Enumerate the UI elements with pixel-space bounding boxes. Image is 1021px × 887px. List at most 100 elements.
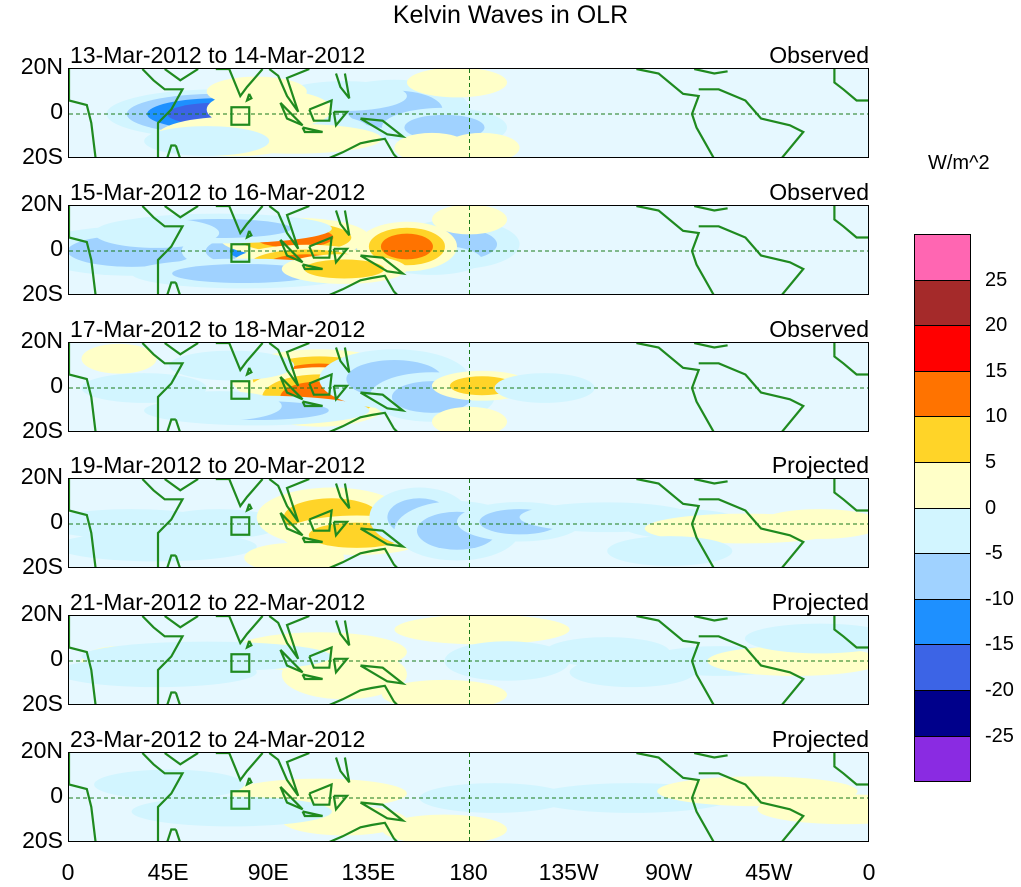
coastline <box>332 657 350 675</box>
coastline <box>245 777 253 787</box>
olr-contour <box>394 616 570 645</box>
olr-contour <box>156 391 282 421</box>
coastline <box>245 230 253 240</box>
y-tick-label: 0 <box>50 372 63 398</box>
coastline <box>69 616 97 704</box>
coastline <box>359 664 407 686</box>
olr-contour <box>244 542 345 567</box>
olr-contour <box>81 343 157 374</box>
colorbar-units: W/m^2 <box>928 152 990 174</box>
panel-date-range: 17-Mar-2012 to 18-Mar-2012 <box>70 316 366 342</box>
colorbar-swatch <box>914 279 971 327</box>
coastline <box>328 821 398 841</box>
olr-map <box>69 343 868 431</box>
coastline <box>69 343 97 431</box>
coastline <box>279 239 304 264</box>
coastline <box>332 384 350 402</box>
coastline <box>328 684 398 704</box>
coastline <box>141 479 185 567</box>
coastline <box>308 645 333 669</box>
olr-contour <box>494 373 595 403</box>
coastline <box>698 362 806 431</box>
coastline <box>164 206 199 219</box>
coastline <box>164 69 199 82</box>
coastline <box>164 343 199 356</box>
colorbar-swatch <box>914 507 971 555</box>
olr-map-panel <box>68 342 869 432</box>
coastline <box>245 640 253 650</box>
olr-contour <box>406 69 508 98</box>
olr-map-panel <box>68 615 869 705</box>
coastline <box>268 753 310 797</box>
y-tick-label: 20N <box>20 53 63 79</box>
olr-contour <box>444 641 570 681</box>
colorbar-label: 10 <box>985 405 1008 428</box>
coastline <box>636 479 715 567</box>
coastline <box>69 69 97 157</box>
coastline <box>141 343 185 431</box>
coastline <box>833 479 868 512</box>
coastline <box>698 635 806 704</box>
y-tick-label: 0 <box>50 508 63 534</box>
coastline <box>279 102 304 127</box>
coastline <box>693 69 728 75</box>
olr-contour <box>431 406 508 431</box>
coastline <box>636 616 715 704</box>
olr-contour <box>304 259 385 279</box>
coastline <box>698 772 806 841</box>
y-tick-label: 20N <box>20 327 63 353</box>
olr-map <box>69 479 868 567</box>
coastline <box>245 367 253 377</box>
coastline <box>636 343 715 431</box>
coastline <box>693 753 728 759</box>
colorbar-label: 0 <box>985 496 997 519</box>
olr-map-panel <box>68 478 869 568</box>
olr-map-panel <box>68 205 869 295</box>
y-tick-label: 20S <box>22 690 63 716</box>
olr-map <box>69 69 868 157</box>
olr-contour <box>419 783 570 813</box>
coastline <box>334 347 351 373</box>
coastline <box>301 673 323 681</box>
olr-contour <box>381 814 508 841</box>
olr-contour <box>69 531 257 562</box>
olr-contour <box>94 218 220 248</box>
olr-contour <box>169 350 295 381</box>
coastline <box>833 343 868 376</box>
coastline <box>332 520 350 538</box>
coastline <box>332 247 350 265</box>
coastline <box>69 753 97 841</box>
x-tick-label: 0 <box>61 859 75 885</box>
coastline <box>166 281 181 294</box>
coastline <box>693 616 728 622</box>
colorbar-swatch <box>914 598 971 646</box>
coastline <box>693 343 728 349</box>
coastline <box>279 786 304 811</box>
coastline <box>334 210 351 236</box>
olr-contour <box>172 263 317 284</box>
coastline <box>308 372 333 396</box>
colorbar-label: 20 <box>985 314 1008 337</box>
colorbar-swatch <box>914 644 971 691</box>
region-box <box>230 790 251 810</box>
panel-status: Observed <box>769 179 869 205</box>
coastline <box>164 753 199 766</box>
x-tick-label: 45W <box>745 859 793 885</box>
panel-date-range: 13-Mar-2012 to 14-Mar-2012 <box>70 42 366 68</box>
colorbar-label: 25 <box>985 268 1008 291</box>
olr-map-panel <box>68 752 869 842</box>
coastline <box>328 137 398 157</box>
y-tick-label: 0 <box>50 235 63 261</box>
coastline <box>166 828 181 841</box>
x-tick-label: 0 <box>862 859 876 885</box>
region-box <box>230 243 251 263</box>
olr-contour <box>757 794 868 825</box>
coastline <box>833 753 868 786</box>
coastline <box>215 753 264 783</box>
coastline <box>698 498 806 567</box>
y-tick-label: 20S <box>22 280 63 306</box>
coastline <box>268 616 310 660</box>
coastline <box>141 753 185 841</box>
coastline <box>698 225 806 294</box>
coastline <box>334 620 351 646</box>
